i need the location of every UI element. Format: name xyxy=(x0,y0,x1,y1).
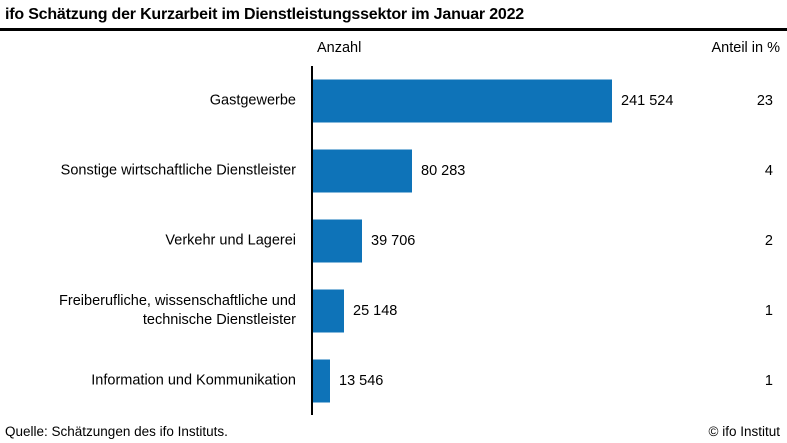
chart-row: Verkehr und Lagerei 39 706 2 xyxy=(0,206,787,276)
copyright-note: © ifo Institut xyxy=(708,424,780,439)
category-label: Gastgewerbe xyxy=(209,92,296,109)
bar-rows: Gastgewerbe 241 524 23 Sonstige wirtschaftl… xyxy=(0,66,787,416)
chart-row: Freiberufliche, wissenschaftliche und te… xyxy=(0,276,787,346)
column-headers: Anzahl Anteil in % xyxy=(0,31,787,66)
chart-row: Sonstige wirtschaftliche Dienstleister 80… xyxy=(0,136,787,206)
share-column-header: Anteil in % xyxy=(711,40,780,56)
share-value: 2 xyxy=(764,233,773,249)
source-note: Quelle: Schätzungen des ifo Instituts. xyxy=(5,424,228,439)
count-column-header: Anzahl xyxy=(317,40,362,56)
value-label: 13 546 xyxy=(339,373,384,389)
value-label: 80 283 xyxy=(421,163,466,179)
bar xyxy=(313,359,330,403)
bar xyxy=(313,149,412,193)
chart-row: Gastgewerbe 241 524 23 xyxy=(0,66,787,136)
share-value: 4 xyxy=(764,163,773,179)
category-label: Verkehr und Lagerei xyxy=(165,232,296,249)
category-label: Freiberufliche, wissenschaftliche und te… xyxy=(59,293,296,328)
value-label: 39 706 xyxy=(371,233,416,249)
y-axis-line xyxy=(311,66,313,415)
bar xyxy=(313,289,344,333)
chart-title: ifo Schätzung der Kurzarbeit im Dienstle… xyxy=(5,6,524,23)
value-label: 241 524 xyxy=(621,93,674,109)
share-value: 1 xyxy=(764,373,773,389)
plot-area: Gastgewerbe 241 524 23 Sonstige wirtschaftl… xyxy=(0,66,787,416)
bar xyxy=(313,219,362,263)
value-label: 25 148 xyxy=(353,303,398,319)
share-value: 23 xyxy=(756,93,773,109)
chart-footer: Quelle: Schätzungen des ifo Instituts. ©… xyxy=(0,424,787,439)
chart-header: ifo Schätzung der Kurzarbeit im Dienstle… xyxy=(0,0,787,31)
category-label: Information und Kommunikation xyxy=(91,372,296,389)
chart-row: Information und Kommunikation 13 546 1 xyxy=(0,346,787,416)
category-label: Sonstige wirtschaftliche Dienstleister xyxy=(60,162,296,179)
bar xyxy=(313,79,612,123)
share-value: 1 xyxy=(764,303,773,319)
